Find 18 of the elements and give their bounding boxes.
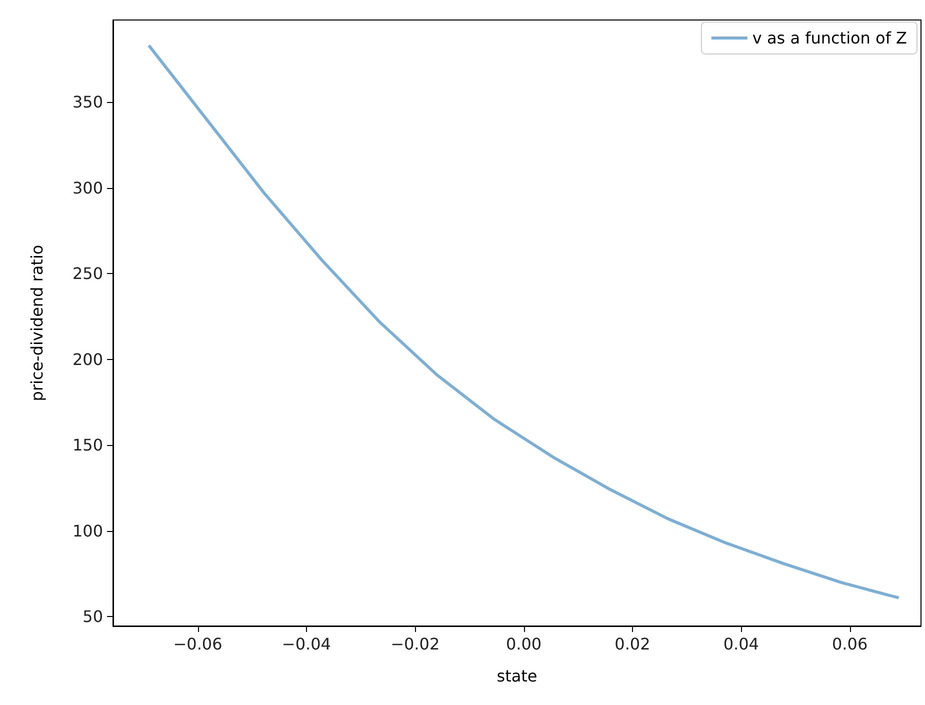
y-tick-label: 350 [72,92,103,112]
x-tick-label: 0.02 [614,634,650,654]
x-tick-label: 0.00 [506,634,542,654]
x-axis-title: state [496,666,538,686]
y-tick-label: 250 [72,264,103,284]
y-axis-title: price-dividend ratio [28,244,46,402]
y-tick-label: 300 [72,178,103,198]
x-tick-label: −0.04 [282,634,331,654]
x-tick-label: 0.06 [832,634,868,654]
line-series [147,44,900,600]
x-tick-label: −0.02 [390,634,440,654]
y-tick-label: 100 [72,521,103,540]
y-tick-label: 50 [82,607,103,626]
x-tick-label: 0.04 [723,634,759,654]
legend-label: v as a function of Z [752,28,908,48]
x-tick-label: −0.06 [173,634,222,654]
y-tick-label: 200 [72,350,103,369]
y-tick-label: 150 [72,436,103,455]
